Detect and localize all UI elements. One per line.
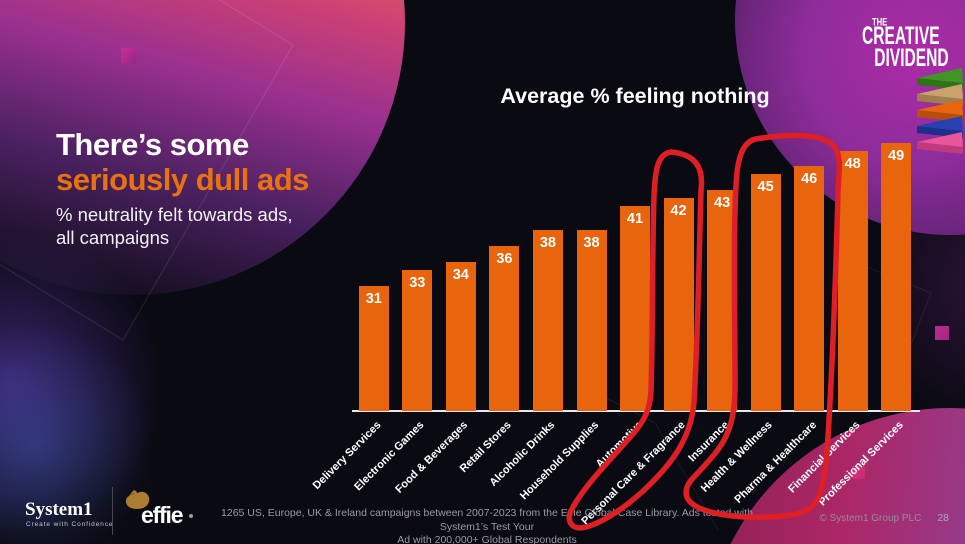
page-number: 28 <box>937 512 949 524</box>
creative-dividend-logo: THE CREATIVE DIVIDEND <box>845 15 949 73</box>
bar: 38 <box>532 230 563 411</box>
slide-heading: There’s some seriously dull ads % neutra… <box>56 127 309 249</box>
bar: 49 <box>881 143 912 411</box>
chart-title: Average % feeling nothing <box>500 84 770 108</box>
accent-square-right <box>935 326 949 340</box>
bar-value-label: 33 <box>409 275 426 291</box>
system1-logo: System1 <box>25 499 93 520</box>
footnote-line1: 1265 US, Europe, UK & Ireland campaigns … <box>221 507 753 533</box>
footer-divider <box>112 487 113 535</box>
bar: 31 <box>358 286 389 411</box>
footnote: 1265 US, Europe, UK & Ireland campaigns … <box>197 507 777 544</box>
bar-value-label: 38 <box>539 235 556 251</box>
accent-square-bottom-right <box>852 466 865 479</box>
bar-value-label: 48 <box>844 156 861 172</box>
logo-the: THE <box>872 15 888 28</box>
layered-stack-3d-icon <box>917 68 963 154</box>
heading-line1: There’s some <box>56 127 249 162</box>
bar: 48 <box>837 151 868 411</box>
bar-value-label: 36 <box>496 251 513 267</box>
system1-tagline: Create with Confidence <box>26 521 114 528</box>
heading-line2: seriously dull ads <box>56 161 309 197</box>
bar: 36 <box>489 246 520 411</box>
footnote-line2: Ad with 200,000+ Global Respondents <box>397 534 577 544</box>
bar-value-label: 49 <box>888 148 905 164</box>
bar-value-label: 31 <box>365 291 382 307</box>
bar: 33 <box>402 270 433 411</box>
accent-square-top-left <box>121 48 136 63</box>
effie-logo: effie <box>141 502 184 528</box>
logo-dividend: DIVIDEND <box>874 44 949 73</box>
bar: 34 <box>445 262 476 411</box>
subheading-line1: % neutrality felt towards ads, <box>56 204 293 226</box>
logo-creative: CREATIVE <box>862 22 940 51</box>
bar-value-label: 34 <box>452 267 469 283</box>
effie-fist-icon <box>125 490 150 509</box>
subheading-line2: all campaigns <box>56 226 170 248</box>
copyright-text: © System1 Group PLC <box>819 513 922 524</box>
footnote-bullet <box>189 514 193 518</box>
